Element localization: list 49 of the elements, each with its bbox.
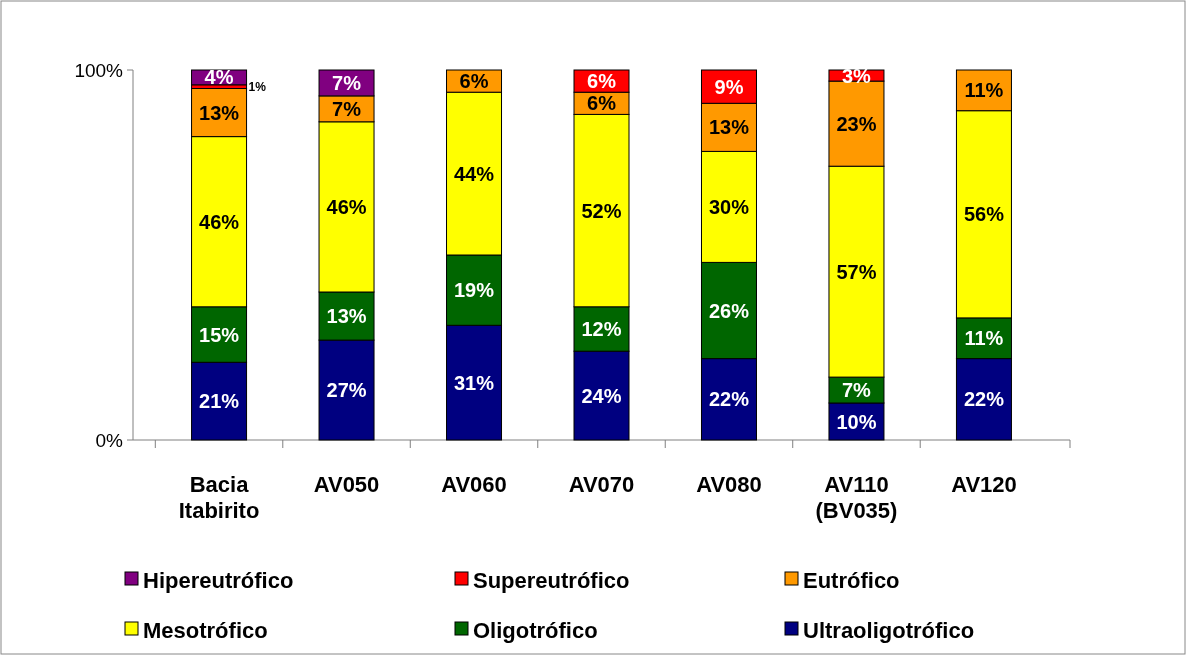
y-tick-label: 100% <box>74 59 124 81</box>
data-label: 22% <box>708 388 750 411</box>
legend-label: Hipereutrófico <box>143 567 294 593</box>
data-label: 10% <box>836 410 877 433</box>
data-label: 6% <box>587 70 617 93</box>
data-label: 27% <box>326 379 367 402</box>
data-label: 1% <box>248 79 267 94</box>
data-label: 12% <box>581 318 622 340</box>
data-label: 46% <box>326 195 367 218</box>
data-label: 19% <box>454 279 495 302</box>
data-label: 7% <box>842 379 872 402</box>
data-label: 13% <box>708 116 750 139</box>
data-label: 11% <box>964 79 1004 102</box>
y-tick-label: 0% <box>95 429 124 451</box>
data-label: 52% <box>581 199 622 222</box>
data-label: 7% <box>332 97 362 120</box>
data-label: 21% <box>199 390 240 413</box>
data-label: 23% <box>836 112 877 135</box>
x-tick-label: AV080 <box>696 472 762 497</box>
data-label: 57% <box>836 260 877 283</box>
x-tick-label: AV120 <box>951 472 1017 497</box>
data-label: 7% <box>332 71 362 94</box>
x-tick-label: AV110 (BV035) <box>815 472 898 523</box>
data-label: 13% <box>326 305 367 328</box>
legend-label: Mesotrófico <box>143 617 268 643</box>
data-label: 46% <box>199 210 240 233</box>
x-tick-label: Bacia Itabirito <box>178 472 260 523</box>
data-label: 24% <box>581 384 622 407</box>
data-label: 26% <box>708 299 750 322</box>
data-label: 13% <box>199 101 240 124</box>
legend-label: Supereutrófico <box>473 567 630 593</box>
x-tick-label: AV050 <box>313 472 380 497</box>
data-label: 15% <box>199 323 240 346</box>
data-label: 22% <box>963 388 1005 411</box>
legend-label: Ultraoligotrófico <box>803 617 975 643</box>
data-label: 30% <box>708 195 750 218</box>
data-label: 31% <box>454 371 495 394</box>
data-label: 6% <box>459 70 489 93</box>
data-label: 6% <box>587 92 617 115</box>
data-label: 44% <box>454 162 495 185</box>
data-label: 4% <box>204 66 234 89</box>
x-tick-label: AV070 <box>568 472 635 497</box>
x-tick-label: AV060 <box>441 472 507 497</box>
data-label: 56% <box>963 203 1005 226</box>
data-label: 11% <box>964 327 1004 350</box>
legend-label: Eutrófico <box>803 567 900 593</box>
legend-label: Oligotrófico <box>473 617 598 643</box>
data-label: 9% <box>714 75 744 98</box>
data-label: 3% <box>842 64 872 87</box>
